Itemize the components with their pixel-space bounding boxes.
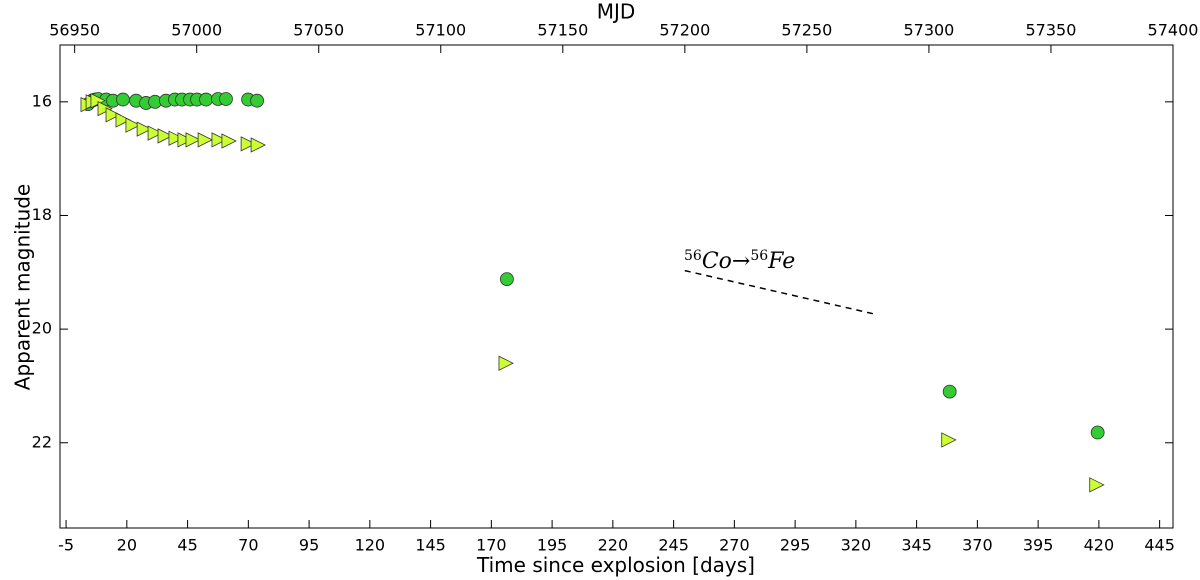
triangle-point [221, 133, 237, 149]
circle-point [500, 272, 514, 287]
x2-tick-label: 56950 [49, 21, 100, 40]
x2-tick-label: 57300 [903, 21, 954, 40]
y-tick-label: 20 [32, 319, 52, 338]
x2-tick-label: 57150 [537, 21, 588, 40]
plot-frame [59, 44, 1174, 529]
annotation-part: 56 [684, 248, 702, 264]
triangle-point [125, 117, 141, 133]
x-tick-label: 395 [1023, 536, 1054, 555]
triangle-point [97, 100, 113, 117]
circle-point [219, 92, 233, 106]
y-tick-label: 22 [32, 432, 52, 451]
x-tick-label: 195 [537, 536, 568, 555]
x-tick-label: -5 [58, 536, 74, 555]
triangle-point [115, 112, 131, 128]
x-tick-label: 95 [299, 536, 319, 555]
x-tick-label: 420 [1084, 536, 1115, 555]
x2-tick-label: 57050 [293, 21, 344, 40]
triangle-point [240, 136, 257, 152]
x-tick-label: 445 [1144, 536, 1175, 555]
x2-tick-label: 57100 [415, 21, 466, 40]
x2-tick-label: 57350 [1026, 21, 1077, 40]
x-axis-label: Time since explosion [days] [476, 553, 755, 577]
triangle-point [250, 137, 266, 153]
triangle-point [211, 132, 227, 148]
triangle-point [197, 132, 214, 148]
triangle-point [136, 121, 153, 137]
x-tick-label: 320 [841, 536, 872, 555]
y-tick-label: 16 [32, 91, 52, 110]
y-axis-label: Apparent magnitude [11, 184, 35, 390]
triangle-point [157, 128, 173, 144]
annotation-part: 56 [750, 248, 768, 264]
triangle-point [1089, 477, 1105, 493]
x2-tick-label: 57250 [781, 21, 832, 40]
x-tick-label: 170 [476, 536, 507, 555]
x-tick-label: 120 [355, 536, 386, 555]
circle-point [199, 92, 213, 107]
reference-line [684, 269, 876, 316]
annotation-part: Fe [767, 249, 795, 274]
annotation-part: Co [702, 249, 732, 274]
x-tick-label: 70 [238, 536, 258, 555]
x-tick-label: 345 [901, 536, 932, 555]
triangle-point [105, 107, 121, 123]
circle-point [942, 384, 957, 399]
x-tick-label: 45 [177, 536, 197, 555]
triangle-point [498, 355, 514, 371]
triangle-point [147, 125, 163, 141]
x-tick-label: 145 [415, 536, 446, 555]
circle-point [116, 92, 130, 107]
x-tick-label: 245 [658, 536, 689, 555]
annotation-part: → [732, 249, 750, 274]
x2-axis-label: MJD [597, 0, 636, 24]
triangle-point [941, 432, 957, 448]
x2-tick-label: 57200 [659, 21, 710, 40]
x-tick-label: 20 [117, 536, 137, 555]
x-tick-label: 270 [719, 536, 750, 555]
circle-point [1090, 425, 1105, 440]
x-tick-label: 220 [598, 536, 629, 555]
triangle-point [177, 132, 193, 148]
x-tick-label: 370 [962, 536, 993, 555]
circle-point [250, 93, 264, 108]
x2-tick-label: 57000 [171, 21, 222, 40]
annotation: 56Co→56Fe [684, 248, 795, 274]
y-tick-label: 18 [32, 205, 52, 224]
x-tick-label: 295 [780, 536, 811, 555]
x2-tick-label: 57400 [1148, 21, 1199, 40]
triangle-point [168, 130, 184, 146]
triangle-point [185, 132, 201, 148]
